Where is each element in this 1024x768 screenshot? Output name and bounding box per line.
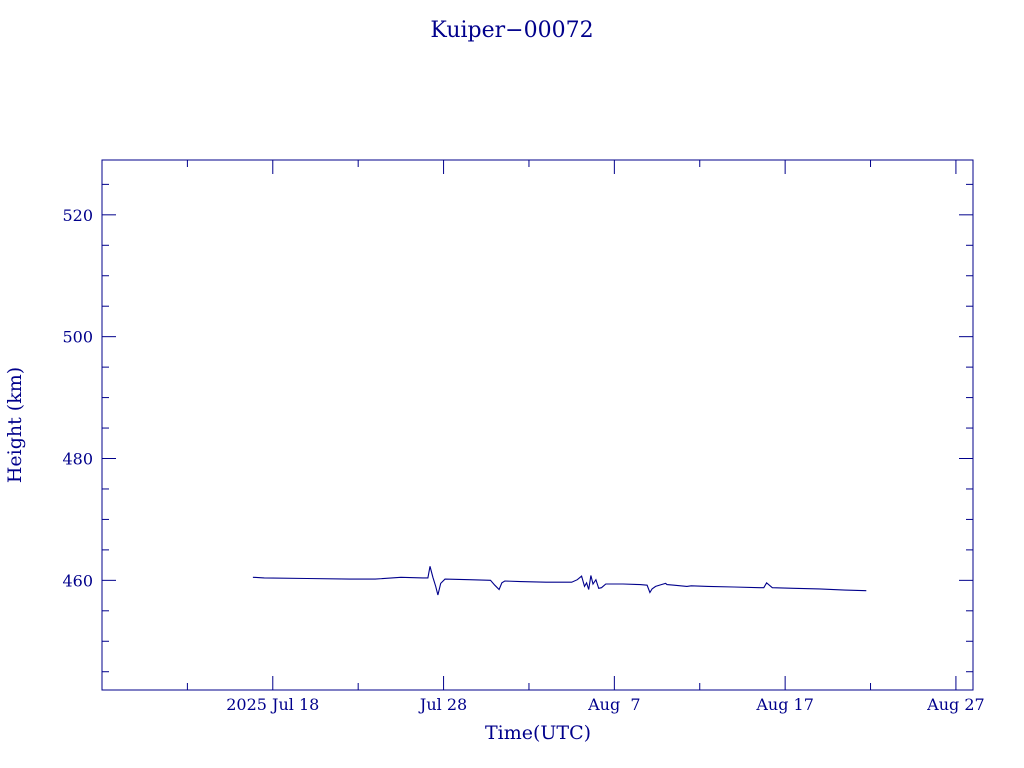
y-tick-label: 480 [62, 450, 93, 469]
y-axis: 460 480 500 520 [62, 183, 973, 673]
x-tick-label: Aug 7 [587, 695, 640, 714]
chart-title: Kuiper−00072 [430, 18, 593, 43]
y-tick-label: 520 [62, 206, 93, 225]
x-tick-label: Aug 17 [755, 695, 814, 714]
x-tick-label: Jul 28 [418, 695, 467, 714]
x-tick-label: Aug 27 [926, 695, 985, 714]
x-axis-label: Time(UTC) [485, 722, 591, 744]
series-line [252, 566, 867, 596]
y-tick-label: 460 [62, 571, 93, 590]
x-axis: 2025 Jul 18 Jul 28 Aug 7 Aug 17 Aug 27 [186, 160, 985, 714]
y-axis-label: Height (km) [4, 367, 26, 483]
y-tick-label: 500 [62, 328, 93, 347]
plot-frame [101, 159, 974, 691]
x-tick-label: 2025 Jul 18 [226, 695, 319, 714]
